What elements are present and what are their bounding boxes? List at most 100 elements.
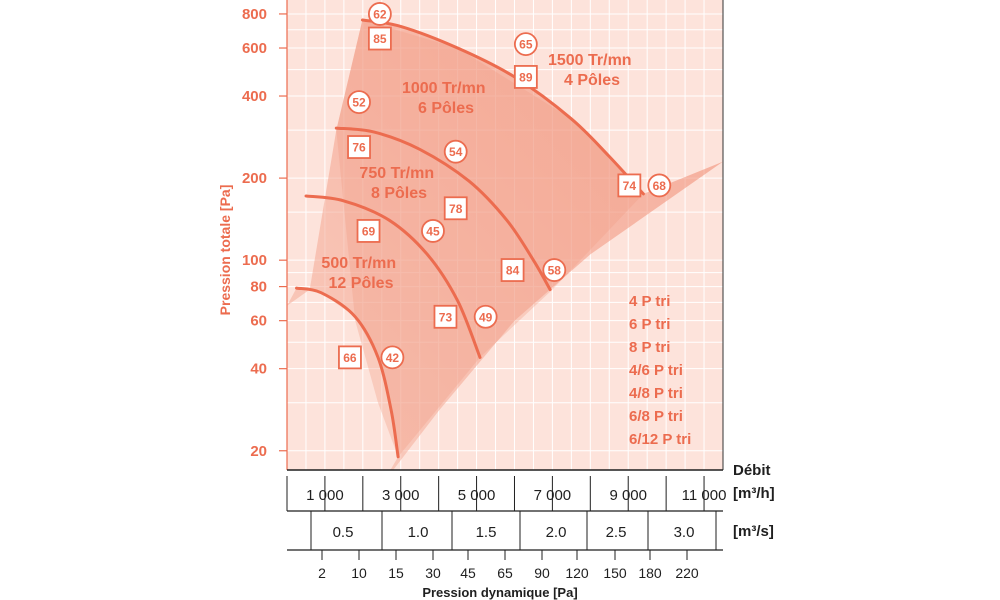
marker-value-label: 89 xyxy=(519,70,533,84)
marker-circle-shape xyxy=(380,345,405,370)
marker-circle-shape xyxy=(443,139,468,164)
m3s-tick-label: 3.0 xyxy=(674,524,695,541)
y-tick-label: 80 xyxy=(250,279,267,296)
dp-tick-label: 45 xyxy=(460,565,476,581)
dp-tick-label: 65 xyxy=(497,565,513,581)
dp-tick-label: 180 xyxy=(638,565,662,581)
marker-value-label: 42 xyxy=(386,351,400,365)
y-tick-label: 40 xyxy=(250,361,267,378)
series-label-1500: 1500 Tr/mn 4 Pôles xyxy=(548,52,636,89)
dp-tick-label: 2 xyxy=(318,565,326,581)
sound-power-circle-marker: 58 xyxy=(542,258,567,282)
series-label-500: 500 Tr/mn 12 Pôles xyxy=(321,255,400,292)
sound-pressure-square-marker: 74 xyxy=(617,173,642,198)
flow-tick-label: 3 000 xyxy=(382,487,420,504)
m3s-tick-label: 2.5 xyxy=(606,524,627,541)
operating-range-envelope-inner xyxy=(336,20,644,457)
marker-value-label: 58 xyxy=(548,264,562,278)
series-curve-2 xyxy=(304,194,482,359)
sound-power-circle-marker: 42 xyxy=(380,345,405,370)
dp-tick-label: 120 xyxy=(565,565,589,581)
y-tick-label: 800 xyxy=(242,6,267,23)
marker-value-label: 84 xyxy=(506,264,520,278)
y-tick-label: 600 xyxy=(242,40,267,57)
marker-value-label: 45 xyxy=(426,224,440,238)
series-curve-1 xyxy=(334,126,552,292)
dp-tick-label: 150 xyxy=(603,565,627,581)
legend-item: 8 P tri xyxy=(629,339,670,356)
marker-value-label: 52 xyxy=(352,96,366,110)
legend-item: 4/6 P tri xyxy=(629,362,683,379)
sound-pressure-square-marker: 78 xyxy=(443,196,468,221)
flow-axis-unit: [m³/h] xyxy=(733,485,775,502)
marker-value-label: 66 xyxy=(343,351,357,365)
dp-tick-label: 220 xyxy=(675,565,699,581)
legend-item: 4 P tri xyxy=(629,293,670,310)
legend-item: 4/8 P tri xyxy=(629,385,683,402)
sound-power-circle-marker: 68 xyxy=(647,173,672,198)
dp-tick-label: 30 xyxy=(425,565,441,581)
series-label-750: 750 Tr/mn 8 Pôles xyxy=(359,165,438,202)
marker-square-shape xyxy=(433,304,458,329)
marker-square-shape xyxy=(356,219,381,243)
marker-circle-shape xyxy=(647,173,672,198)
flow-tick-label: 7 000 xyxy=(534,487,572,504)
flow-m3s-unit: [m³/s] xyxy=(733,523,774,540)
marker-circle-shape xyxy=(367,2,392,26)
marker-square-shape xyxy=(338,345,362,370)
marker-value-label: 54 xyxy=(449,145,463,159)
flow-tick-label: 9 000 xyxy=(609,487,647,504)
flow-tick-label: 1 000 xyxy=(306,487,344,504)
marker-circle-shape xyxy=(473,304,498,329)
marker-circle-shape xyxy=(421,219,445,243)
marker-circle-shape xyxy=(347,90,371,114)
sound-pressure-square-marker: 84 xyxy=(500,258,525,282)
sound-pressure-square-marker: 89 xyxy=(513,65,538,89)
marker-square-shape xyxy=(500,258,525,282)
series-curve-3 xyxy=(295,286,400,459)
dp-tick-label: 15 xyxy=(388,565,404,581)
marker-value-label: 76 xyxy=(352,141,366,155)
flow-tick-label: 5 000 xyxy=(458,487,496,504)
legend-item: 6 P tri xyxy=(629,316,670,333)
y-tick-label: 200 xyxy=(242,170,267,187)
m3s-tick-label: 1.0 xyxy=(408,524,429,541)
marker-value-label: 49 xyxy=(479,310,493,324)
sound-pressure-square-marker: 66 xyxy=(338,345,362,370)
marker-value-label: 74 xyxy=(623,179,637,193)
sound-power-circle-marker: 65 xyxy=(513,32,538,57)
legend-item: 6/12 P tri xyxy=(629,431,691,448)
series-label-1000: 1000 Tr/mn 6 Pôles xyxy=(402,80,490,117)
sound-power-circle-marker: 45 xyxy=(421,219,445,243)
m3s-tick-label: 2.0 xyxy=(546,524,567,541)
marker-square-shape xyxy=(617,173,642,198)
marker-value-label: 69 xyxy=(362,224,376,238)
marker-circle-shape xyxy=(542,258,567,282)
sound-pressure-square-marker: 73 xyxy=(433,304,458,329)
sound-pressure-square-marker: 69 xyxy=(356,219,381,243)
marker-value-label: 62 xyxy=(373,7,387,21)
marker-value-label: 65 xyxy=(519,38,533,52)
marker-value-label: 85 xyxy=(373,32,387,46)
flow-axis-title: Débit xyxy=(733,462,771,479)
marker-square-shape xyxy=(513,65,538,89)
legend: 4 P tri 6 P tri 8 P tri 4/6 P tri 4/8 P tri 6… xyxy=(629,293,691,448)
sound-pressure-square-marker: 85 xyxy=(367,26,392,51)
y-tick-label: 100 xyxy=(242,252,267,269)
marker-value-label: 73 xyxy=(439,310,453,324)
y-tick-label: 60 xyxy=(250,313,267,330)
m3s-tick-label: 1.5 xyxy=(476,524,497,541)
sound-power-circle-marker: 54 xyxy=(443,139,468,164)
m3s-tick-label: 0.5 xyxy=(333,524,354,541)
sound-power-circle-marker: 62 xyxy=(367,2,392,26)
y-tick-label: 400 xyxy=(242,88,267,105)
sound-power-circle-marker: 52 xyxy=(347,90,371,114)
flow-tick-label: 11 000 xyxy=(682,487,727,504)
y-tick-label: 20 xyxy=(250,443,267,460)
legend-item: 6/8 P tri xyxy=(629,408,683,425)
dp-tick-label: 10 xyxy=(351,565,367,581)
sound-pressure-square-marker: 76 xyxy=(347,135,371,159)
dp-tick-label: 90 xyxy=(534,565,550,581)
sound-power-circle-marker: 49 xyxy=(473,304,498,329)
